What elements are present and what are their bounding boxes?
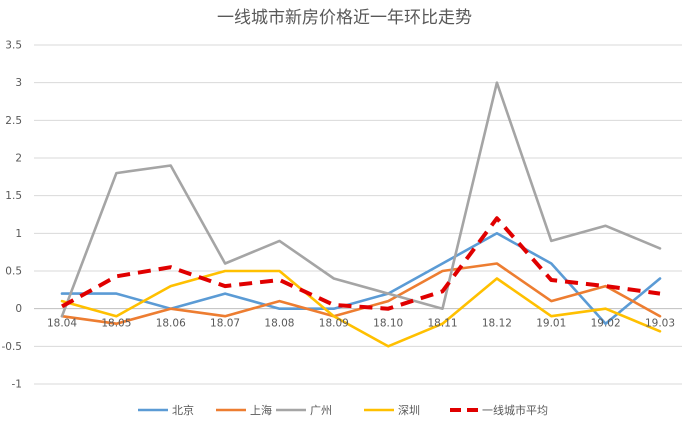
x-tick-label: 18.05 [101, 318, 131, 330]
y-tick-label: -1 [12, 379, 22, 391]
x-tick-label: 18.11 [428, 318, 458, 330]
series-line-3 [60, 269, 662, 348]
y-tick-label: 1 [15, 228, 22, 240]
legend-label: 广州 [310, 404, 332, 417]
legend-label: 北京 [172, 403, 194, 417]
x-tick-label: 18.06 [156, 318, 186, 330]
series-lines [60, 81, 662, 348]
series-line-0 [60, 232, 662, 326]
legend-label: 上海 [250, 403, 272, 417]
y-tick-label: 3.5 [5, 40, 22, 52]
gridlines [34, 44, 682, 385]
legend: 北京 上海 广州 深圳 一线城市平均 [138, 403, 548, 417]
series-line-4 [61, 216, 661, 311]
x-tick-label: 18.08 [264, 318, 294, 330]
x-tick-label: 18.09 [319, 318, 349, 330]
x-tick-label: 19.01 [536, 318, 566, 330]
chart-title: 一线城市新房价格近一年环比走势 [217, 8, 472, 28]
x-tick-label: 18.12 [482, 318, 512, 330]
x-tick-label: 18.04 [47, 318, 77, 330]
legend-label: 深圳 [398, 404, 420, 417]
x-tick-label: 18.07 [210, 318, 240, 330]
y-tick-label: 2 [15, 153, 22, 165]
y-axis-ticks: -1 -0.5 0 0.5 1 1.5 2 2.5 3 3.5 [2, 40, 23, 391]
series-line-2 [60, 81, 662, 318]
x-tick-label: 19.03 [645, 318, 675, 330]
y-tick-label: 1.5 [5, 190, 22, 202]
y-tick-label: 0 [15, 303, 22, 315]
y-tick-label: -0.5 [2, 341, 23, 353]
y-tick-label: 0.5 [5, 266, 22, 278]
x-axis-ticks: 18.04 18.05 18.06 18.07 18.08 18.09 18.10 18.11… [47, 318, 675, 330]
legend-label: 一线城市平均 [482, 403, 548, 417]
y-tick-label: 3 [15, 77, 22, 89]
y-tick-label: 2.5 [5, 115, 22, 127]
x-tick-label: 18.10 [373, 318, 403, 330]
x-tick-label: 19.02 [591, 318, 621, 330]
